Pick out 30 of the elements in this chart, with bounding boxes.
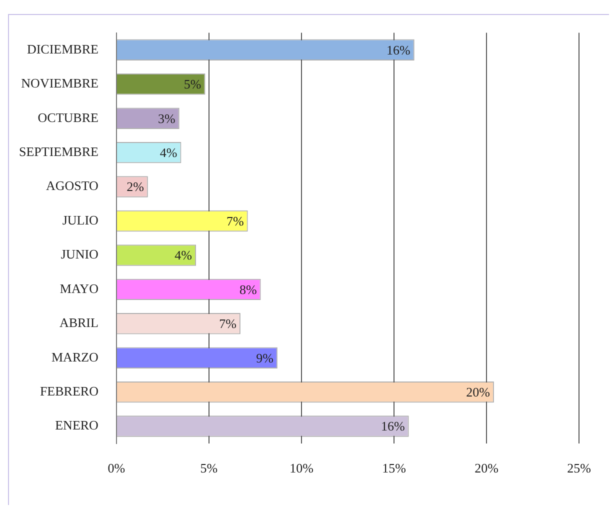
data-label: 9% [256, 350, 274, 366]
data-label: 3% [158, 110, 176, 126]
y-tick-label: MAYO [60, 280, 98, 296]
data-label: 8% [239, 282, 257, 297]
x-tick-label: 15% [382, 460, 406, 476]
data-label: 4% [174, 248, 192, 263]
data-label: 20% [466, 384, 490, 400]
data-label: 16% [380, 418, 405, 434]
data-label: 7% [219, 316, 237, 332]
y-tick-label: DICIEMBRE [26, 41, 99, 56]
y-tick-label: MARZO [52, 349, 98, 364]
y-tick-label: SEPTIEMBRE [18, 144, 98, 159]
data-label: 16% [386, 42, 411, 58]
data-label: 4% [160, 144, 178, 160]
y-tick-label: JULIO [62, 212, 98, 228]
data-label: 2% [126, 179, 144, 194]
data-label: 7% [226, 213, 244, 228]
y-tick-label: FEBRERO [40, 383, 98, 398]
y-tick-label: ABRIL [59, 315, 99, 330]
y-tick-label: OCTUBRE [38, 110, 99, 125]
x-tick-label: 5% [200, 460, 218, 476]
y-tick-label: NOVIEMBRE [21, 76, 99, 91]
data-label: 5% [184, 76, 202, 92]
y-tick-label: AGOSTO [46, 178, 98, 194]
y-tick-label: JUNIO [60, 246, 98, 262]
x-tick-label: 10% [290, 460, 314, 476]
x-tick-label: 20% [474, 460, 499, 476]
x-tick-label: 25% [567, 460, 592, 476]
x-tick-label: 0% [108, 460, 126, 476]
y-tick-label: ENERO [55, 418, 98, 433]
